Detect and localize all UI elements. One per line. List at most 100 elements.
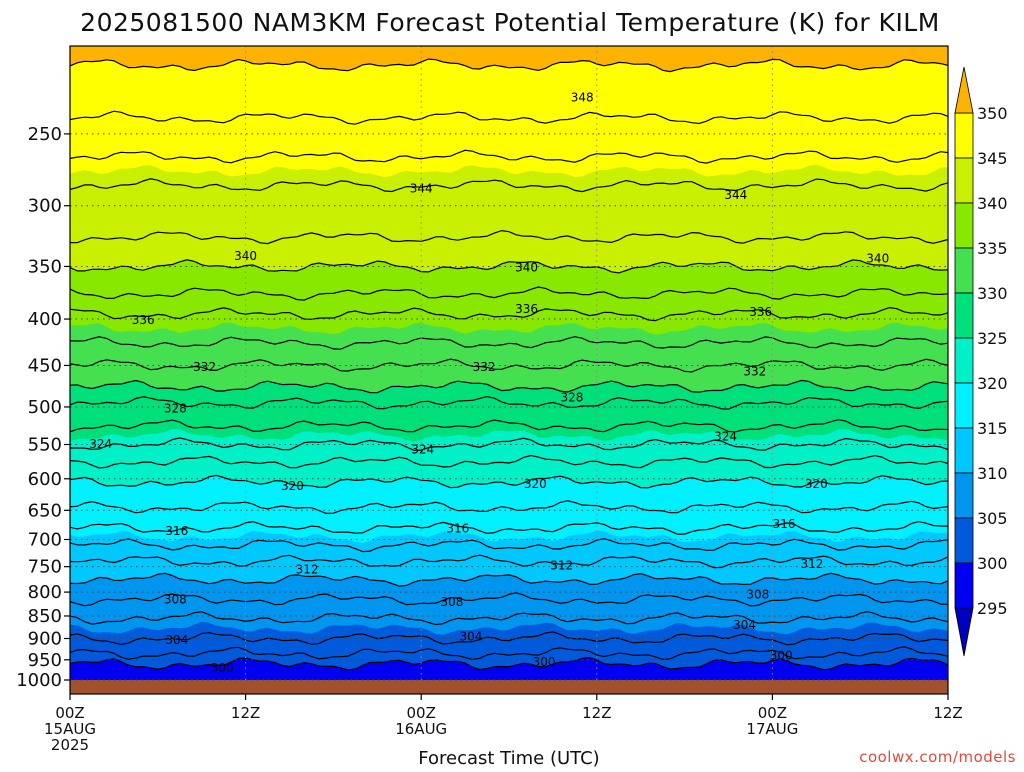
contour-label: 316 bbox=[446, 522, 469, 536]
colorbar-swatch bbox=[954, 562, 974, 609]
contour-label: 304 bbox=[460, 629, 483, 643]
contour-line bbox=[70, 286, 948, 301]
contour-label: 332 bbox=[193, 360, 216, 374]
contour-line bbox=[70, 259, 948, 274]
contour-label: 336 bbox=[749, 305, 772, 319]
plot-frame bbox=[69, 45, 949, 695]
colorbar-label: 330 bbox=[977, 284, 1008, 303]
contour-label: 312 bbox=[550, 559, 573, 573]
y-tick-label: 550 bbox=[28, 434, 62, 455]
colorbar-label: 325 bbox=[977, 329, 1008, 348]
colorbar-max-triangle bbox=[954, 66, 974, 114]
contour-label: 300 bbox=[533, 655, 556, 669]
credit-link[interactable]: coolwx.com/models bbox=[859, 748, 1016, 766]
x-tick-label: 12Z bbox=[231, 704, 260, 722]
contour-label: 348 bbox=[571, 91, 594, 105]
contour-line bbox=[70, 437, 948, 451]
contour-line bbox=[70, 395, 948, 410]
colorbar-swatch bbox=[954, 382, 974, 429]
colorbar-swatch bbox=[954, 427, 974, 474]
contour-label: 316 bbox=[773, 517, 796, 531]
contour-label: 300 bbox=[211, 661, 234, 675]
colorbar-label: 350 bbox=[977, 104, 1008, 123]
contour-label: 304 bbox=[733, 618, 756, 632]
contour-label: 340 bbox=[515, 261, 538, 275]
contour-label: 308 bbox=[164, 592, 187, 606]
y-tick-label: 900 bbox=[28, 628, 62, 649]
x-tick-label: 00Z bbox=[407, 704, 436, 722]
colorbar-swatch bbox=[954, 247, 974, 294]
contour-label: 328 bbox=[164, 402, 187, 416]
y-tick-label: 1000 bbox=[16, 670, 62, 691]
y-tick-label: 750 bbox=[28, 557, 62, 578]
contour-line bbox=[70, 554, 948, 569]
contour-label: 312 bbox=[800, 557, 823, 571]
contour-line bbox=[70, 631, 948, 646]
colorbar-swatch bbox=[954, 337, 974, 384]
contour-line bbox=[70, 379, 948, 394]
contour-line bbox=[70, 358, 948, 373]
contour-line bbox=[70, 336, 948, 350]
contour-line bbox=[70, 454, 948, 469]
x-tick-label: 00Z bbox=[55, 704, 84, 722]
colorbar-label: 340 bbox=[977, 194, 1008, 213]
contour-line bbox=[70, 58, 948, 73]
contour-line bbox=[70, 419, 948, 433]
band-fill bbox=[70, 700, 948, 710]
contour-line bbox=[70, 572, 948, 587]
axes: 2503003504004505005506006507007508008509… bbox=[16, 45, 963, 754]
colorbar-label: 335 bbox=[977, 239, 1008, 258]
y-tick-label: 650 bbox=[28, 500, 62, 521]
contour-label: 300 bbox=[770, 649, 793, 663]
x-tick-label: 15AUG bbox=[44, 720, 96, 738]
contour-line bbox=[70, 592, 948, 607]
contour-label: 344 bbox=[410, 181, 433, 195]
contour-label: 320 bbox=[281, 479, 304, 493]
contour-label: 344 bbox=[724, 188, 747, 202]
x-tick-label: 00Z bbox=[758, 704, 787, 722]
contour-line bbox=[70, 646, 948, 661]
colorbar-label: 305 bbox=[977, 509, 1008, 528]
x-tick-label: 12Z bbox=[582, 704, 611, 722]
colorbar-label: 320 bbox=[977, 374, 1008, 393]
filled-bands bbox=[70, 46, 948, 710]
contour-line bbox=[70, 306, 948, 322]
contour-label: 324 bbox=[714, 430, 737, 444]
ground-surface bbox=[70, 680, 948, 694]
contour-line bbox=[70, 110, 948, 125]
y-tick-label: 950 bbox=[28, 650, 62, 671]
colorbar-swatch bbox=[954, 157, 974, 204]
chart-title: 2025081500 NAM3KM Forecast Potential Tem… bbox=[80, 8, 940, 37]
contour-label: 304 bbox=[165, 633, 188, 647]
y-tick-label: 300 bbox=[28, 196, 62, 217]
x-tick-label: 12Z bbox=[933, 704, 962, 722]
contour-label: 332 bbox=[743, 365, 766, 379]
contour-lines bbox=[70, 58, 948, 671]
colorbar-min-triangle bbox=[954, 607, 974, 657]
contour-label: 320 bbox=[524, 477, 547, 491]
colorbar-label: 300 bbox=[977, 554, 1008, 573]
contour-label: 312 bbox=[296, 562, 319, 576]
x-tick-label: 2025 bbox=[51, 736, 89, 754]
contour-label: 308 bbox=[440, 595, 463, 609]
y-tick-label: 850 bbox=[28, 606, 62, 627]
contour-label: 320 bbox=[805, 477, 828, 491]
colorbar-swatch bbox=[954, 472, 974, 519]
contour-label: 328 bbox=[560, 390, 583, 404]
contour-label: 308 bbox=[746, 588, 769, 602]
x-tick-label: 17AUG bbox=[746, 720, 798, 738]
contour-line bbox=[70, 474, 948, 489]
contour-line bbox=[70, 610, 948, 626]
contour-line bbox=[70, 149, 948, 164]
y-tick-label: 800 bbox=[28, 582, 62, 603]
contour-label: 332 bbox=[473, 360, 496, 374]
colorbar-swatch bbox=[954, 517, 974, 564]
colorbar-swatch bbox=[954, 202, 974, 249]
contour-label: 316 bbox=[165, 524, 188, 538]
contour-label: 324 bbox=[89, 437, 112, 451]
contour-label: 336 bbox=[515, 302, 538, 316]
contour-label: 324 bbox=[411, 442, 434, 456]
y-tick-label: 600 bbox=[28, 469, 62, 490]
